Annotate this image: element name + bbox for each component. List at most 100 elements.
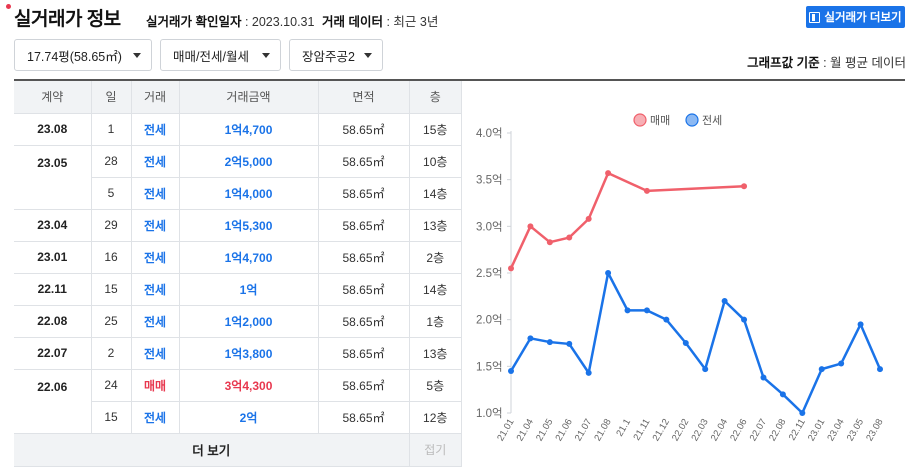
x-tick-label: 21.04: [515, 417, 536, 443]
data-point: [605, 270, 612, 276]
area-size-value: 17.74평(58.65㎡): [27, 49, 122, 64]
price-cell: 2억: [179, 401, 319, 434]
area-size-select[interactable]: 17.74평(58.65㎡): [14, 39, 152, 71]
data-point: [799, 410, 806, 416]
y-tick-label: 2.0억: [476, 314, 503, 327]
table-row: 23.04 29 전세 1억5,300 58.65㎡ 13층: [14, 209, 461, 242]
area-value: 58.65: [342, 154, 373, 169]
price-chart-panel: 1.0억 1.5억 2.0억 2.5억 3.0억 3.5억 4.0억 21.01 21.04 21…: [461, 81, 905, 467]
data-point: [546, 239, 553, 246]
area-cell: 58.65㎡: [318, 369, 410, 402]
data-point: [585, 215, 592, 222]
data-point: [508, 368, 514, 374]
x-tick-label: 21.06: [553, 417, 574, 443]
area-value: 58.65: [342, 314, 373, 329]
day-cell: 15: [91, 401, 132, 434]
area-unit: ㎡: [372, 154, 385, 169]
price-cell: 1억5,300: [179, 209, 319, 242]
area-unit: ㎡: [372, 186, 385, 201]
deal-kind-cell: 전세: [131, 209, 180, 242]
data-point: [605, 170, 612, 177]
series-line-1: [509, 271, 882, 415]
price-cell: 2억5,000: [179, 145, 319, 178]
data-point: [721, 298, 728, 304]
area-unit: ㎡: [372, 282, 385, 297]
series-line-0: [509, 171, 745, 269]
area-cell: 58.65㎡: [318, 145, 410, 178]
x-tick-label: 21.05: [534, 417, 555, 443]
floor-cell: 1층: [409, 305, 461, 338]
floor-cell: 10층: [409, 145, 461, 178]
data-point: [566, 234, 573, 241]
complex-value: 장암주공2: [302, 49, 355, 64]
data-range-info: 거래 데이터 : 최근 3년: [322, 11, 438, 30]
y-tick-label: 1.5억: [476, 360, 503, 373]
title-accent-dot: [6, 4, 11, 9]
day-cell: 1: [91, 113, 132, 146]
area-value: 58.65: [342, 186, 373, 201]
y-tick-label: 2.5억: [476, 267, 503, 280]
view-more-transactions-button[interactable]: 실거래가 더보기: [806, 6, 905, 28]
legend-marker: [685, 113, 699, 127]
price-cell: 1억: [179, 273, 319, 306]
area-unit: ㎡: [372, 314, 385, 329]
table-row: 22.07 2 전세 1억3,800 58.65㎡ 13층: [14, 337, 461, 370]
deal-kind-cell: 전세: [131, 241, 180, 274]
data-point: [663, 316, 670, 323]
data-point: [741, 316, 748, 323]
deal-kind-cell: 전세: [131, 113, 180, 146]
area-unit: ㎡: [372, 218, 385, 233]
data-point: [546, 339, 553, 346]
table-row: 22.08 25 전세 1억2,000 58.65㎡ 1층: [14, 305, 461, 338]
data-point: [779, 391, 786, 398]
day-cell: 15: [91, 273, 132, 306]
area-unit: ㎡: [372, 378, 385, 393]
x-tick-label: 21.07: [573, 417, 594, 443]
data-point: [624, 307, 631, 314]
document-icon: [809, 11, 821, 23]
transaction-table: 계약 일 거래 거래금액 면적 층 23.08 1 전세 1억4,700 58.65㎡ 1…: [14, 81, 461, 467]
y-tick-label: 3.5억: [476, 174, 503, 187]
chevron-down-icon: [262, 53, 270, 58]
area-value: 58.65: [342, 122, 373, 137]
area-cell: 58.65㎡: [318, 401, 410, 434]
x-tick-label: 23.05: [845, 417, 866, 443]
area-value: 58.65: [342, 410, 373, 425]
complex-select[interactable]: 장암주공2: [289, 39, 383, 71]
confirm-date-value: : 2023.10.31: [241, 15, 315, 29]
header-contract: 계약: [14, 81, 92, 114]
day-cell: 25: [91, 305, 132, 338]
table-row: 22.11 15 전세 1억 58.65㎡ 14층: [14, 273, 461, 306]
contract-month-cell: 23.08: [14, 113, 92, 146]
deal-kind-cell: 전세: [131, 305, 180, 338]
price-cell: 1억4,000: [179, 177, 319, 210]
legend-label: 매매: [650, 114, 670, 127]
deal-type-select[interactable]: 매매/전세/월세: [160, 39, 281, 71]
header-floor: 층: [409, 81, 461, 114]
data-point: [702, 366, 709, 373]
section-divider: [14, 79, 905, 81]
graph-basis-info: 그래프값 기준 : 월 평균 데이터: [747, 52, 906, 71]
day-cell: 29: [91, 209, 132, 242]
data-point: [527, 335, 534, 342]
price-cell: 1억4,700: [179, 241, 319, 274]
x-tick-label: 23.08: [864, 417, 885, 443]
header-price: 거래금액: [179, 81, 319, 114]
contract-month-cell: 22.08: [14, 305, 92, 338]
collapse-button: 접기: [409, 433, 461, 467]
x-tick-label: 22.08: [767, 417, 788, 443]
deal-type-value: 매매/전세/월세: [173, 49, 249, 64]
x-tick-label: 21.11: [631, 417, 652, 442]
data-point: [643, 307, 650, 314]
data-point: [527, 223, 534, 230]
show-more-button[interactable]: 더 보기: [14, 433, 410, 467]
contract-month-cell: 23.05: [14, 145, 92, 210]
x-tick-label: 23.01: [806, 417, 827, 443]
area-value: 58.65: [342, 282, 373, 297]
header-area: 면적: [318, 81, 410, 114]
contract-month-cell: 23.01: [14, 241, 92, 274]
page-header: 실거래가 정보 실거래가 확인일자 : 2023.10.31 거래 데이터 : …: [0, 0, 912, 36]
price-cell: 1억2,000: [179, 305, 319, 338]
price-cell: 3억4,300: [179, 369, 319, 402]
data-range-label: 거래 데이터: [322, 15, 383, 29]
